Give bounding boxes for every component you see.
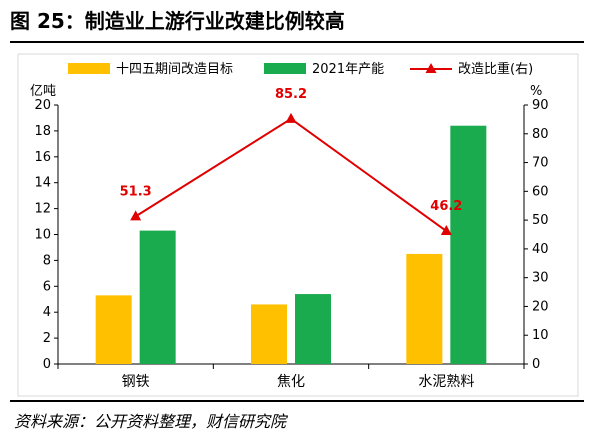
source-rule	[10, 400, 584, 402]
title-rule	[10, 41, 584, 43]
legend-marker	[425, 63, 437, 73]
bar-capacity	[295, 294, 331, 364]
ratio-point	[130, 210, 142, 221]
y-right-tick-label: 20	[532, 299, 549, 314]
y-right-tick-label: 10	[532, 328, 549, 343]
ratio-point	[285, 112, 297, 123]
bar-target	[251, 304, 287, 364]
bar-capacity	[139, 230, 176, 364]
figure-title: 图 25：制造业上游行业改建比例较高	[10, 9, 345, 33]
ratio-point	[440, 225, 452, 236]
y-left-tick-label: 12	[34, 202, 51, 217]
bar-target	[95, 295, 132, 364]
legend-label: 2021年产能	[312, 62, 384, 77]
legend-swatch	[264, 63, 306, 74]
y-right-tick-label: 0	[532, 357, 540, 372]
y-right-axis-label: %	[530, 84, 542, 99]
ratio-line	[135, 117, 447, 232]
legend-swatch	[68, 63, 110, 74]
y-left-tick-label: 18	[34, 124, 51, 139]
y-left-tick-label: 20	[34, 98, 51, 113]
ratio-data-label: 85.2	[275, 87, 307, 102]
y-right-tick-label: 40	[532, 242, 549, 257]
y-left-tick-label: 2	[43, 331, 51, 346]
y-left-tick-label: 4	[43, 305, 51, 320]
bar-target	[406, 253, 443, 364]
y-left-tick-label: 8	[43, 253, 51, 268]
x-category-label: 钢铁	[122, 374, 150, 390]
y-right-tick-label: 90	[532, 98, 549, 113]
source-note: 资料来源：公开资料整理，财信研究院	[14, 412, 287, 431]
y-right-tick-label: 50	[532, 213, 549, 228]
y-left-tick-label: 10	[34, 228, 51, 243]
y-right-tick-label: 60	[532, 184, 549, 199]
x-category-label: 焦化	[277, 374, 305, 390]
y-right-tick-label: 30	[532, 271, 549, 286]
y-left-axis-label: 亿吨	[30, 84, 56, 99]
y-right-tick-label: 70	[532, 156, 549, 171]
ratio-data-label: 46.2	[430, 199, 462, 214]
y-right-tick-label: 80	[532, 127, 549, 142]
y-left-tick-label: 14	[34, 176, 51, 191]
y-left-tick-label: 16	[34, 150, 51, 165]
chart-border	[17, 53, 579, 397]
y-left-tick-label: 6	[43, 279, 51, 294]
legend-label: 十四五期间改造目标	[116, 62, 233, 77]
bar-capacity	[450, 125, 487, 364]
legend-label: 改造比重(右)	[458, 61, 533, 77]
x-category-label: 水泥熟料	[418, 374, 474, 390]
y-left-tick-label: 0	[43, 357, 51, 372]
ratio-data-label: 51.3	[120, 184, 152, 199]
